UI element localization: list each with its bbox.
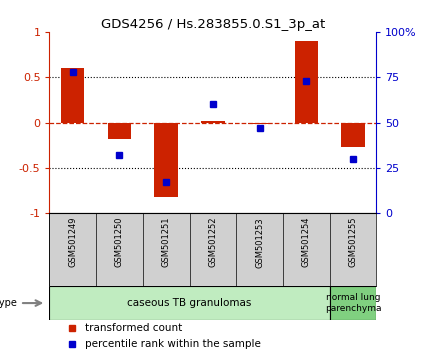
Bar: [201, 121, 224, 122]
Text: GSM501254: GSM501254: [302, 217, 311, 268]
Text: caseous TB granulomas: caseous TB granulomas: [127, 298, 252, 308]
Bar: [329, 286, 376, 320]
Bar: [108, 122, 131, 139]
Bar: [295, 41, 318, 122]
Bar: [49, 286, 329, 320]
Bar: [248, 122, 271, 124]
Text: GSM501249: GSM501249: [68, 217, 77, 268]
Text: percentile rank within the sample: percentile rank within the sample: [86, 339, 261, 349]
Text: GSM501255: GSM501255: [348, 217, 357, 268]
Text: GSM501250: GSM501250: [115, 217, 124, 268]
Bar: [341, 122, 365, 147]
Text: transformed count: transformed count: [86, 323, 183, 333]
Text: GSM501251: GSM501251: [162, 217, 171, 268]
Bar: [154, 122, 178, 197]
Text: GSM501252: GSM501252: [209, 217, 217, 268]
Bar: [61, 68, 84, 122]
Text: cell type: cell type: [0, 298, 17, 308]
Text: GSM501253: GSM501253: [255, 217, 264, 268]
Text: normal lung
parenchyma: normal lung parenchyma: [325, 293, 381, 313]
Title: GDS4256 / Hs.283855.0.S1_3p_at: GDS4256 / Hs.283855.0.S1_3p_at: [101, 18, 325, 31]
